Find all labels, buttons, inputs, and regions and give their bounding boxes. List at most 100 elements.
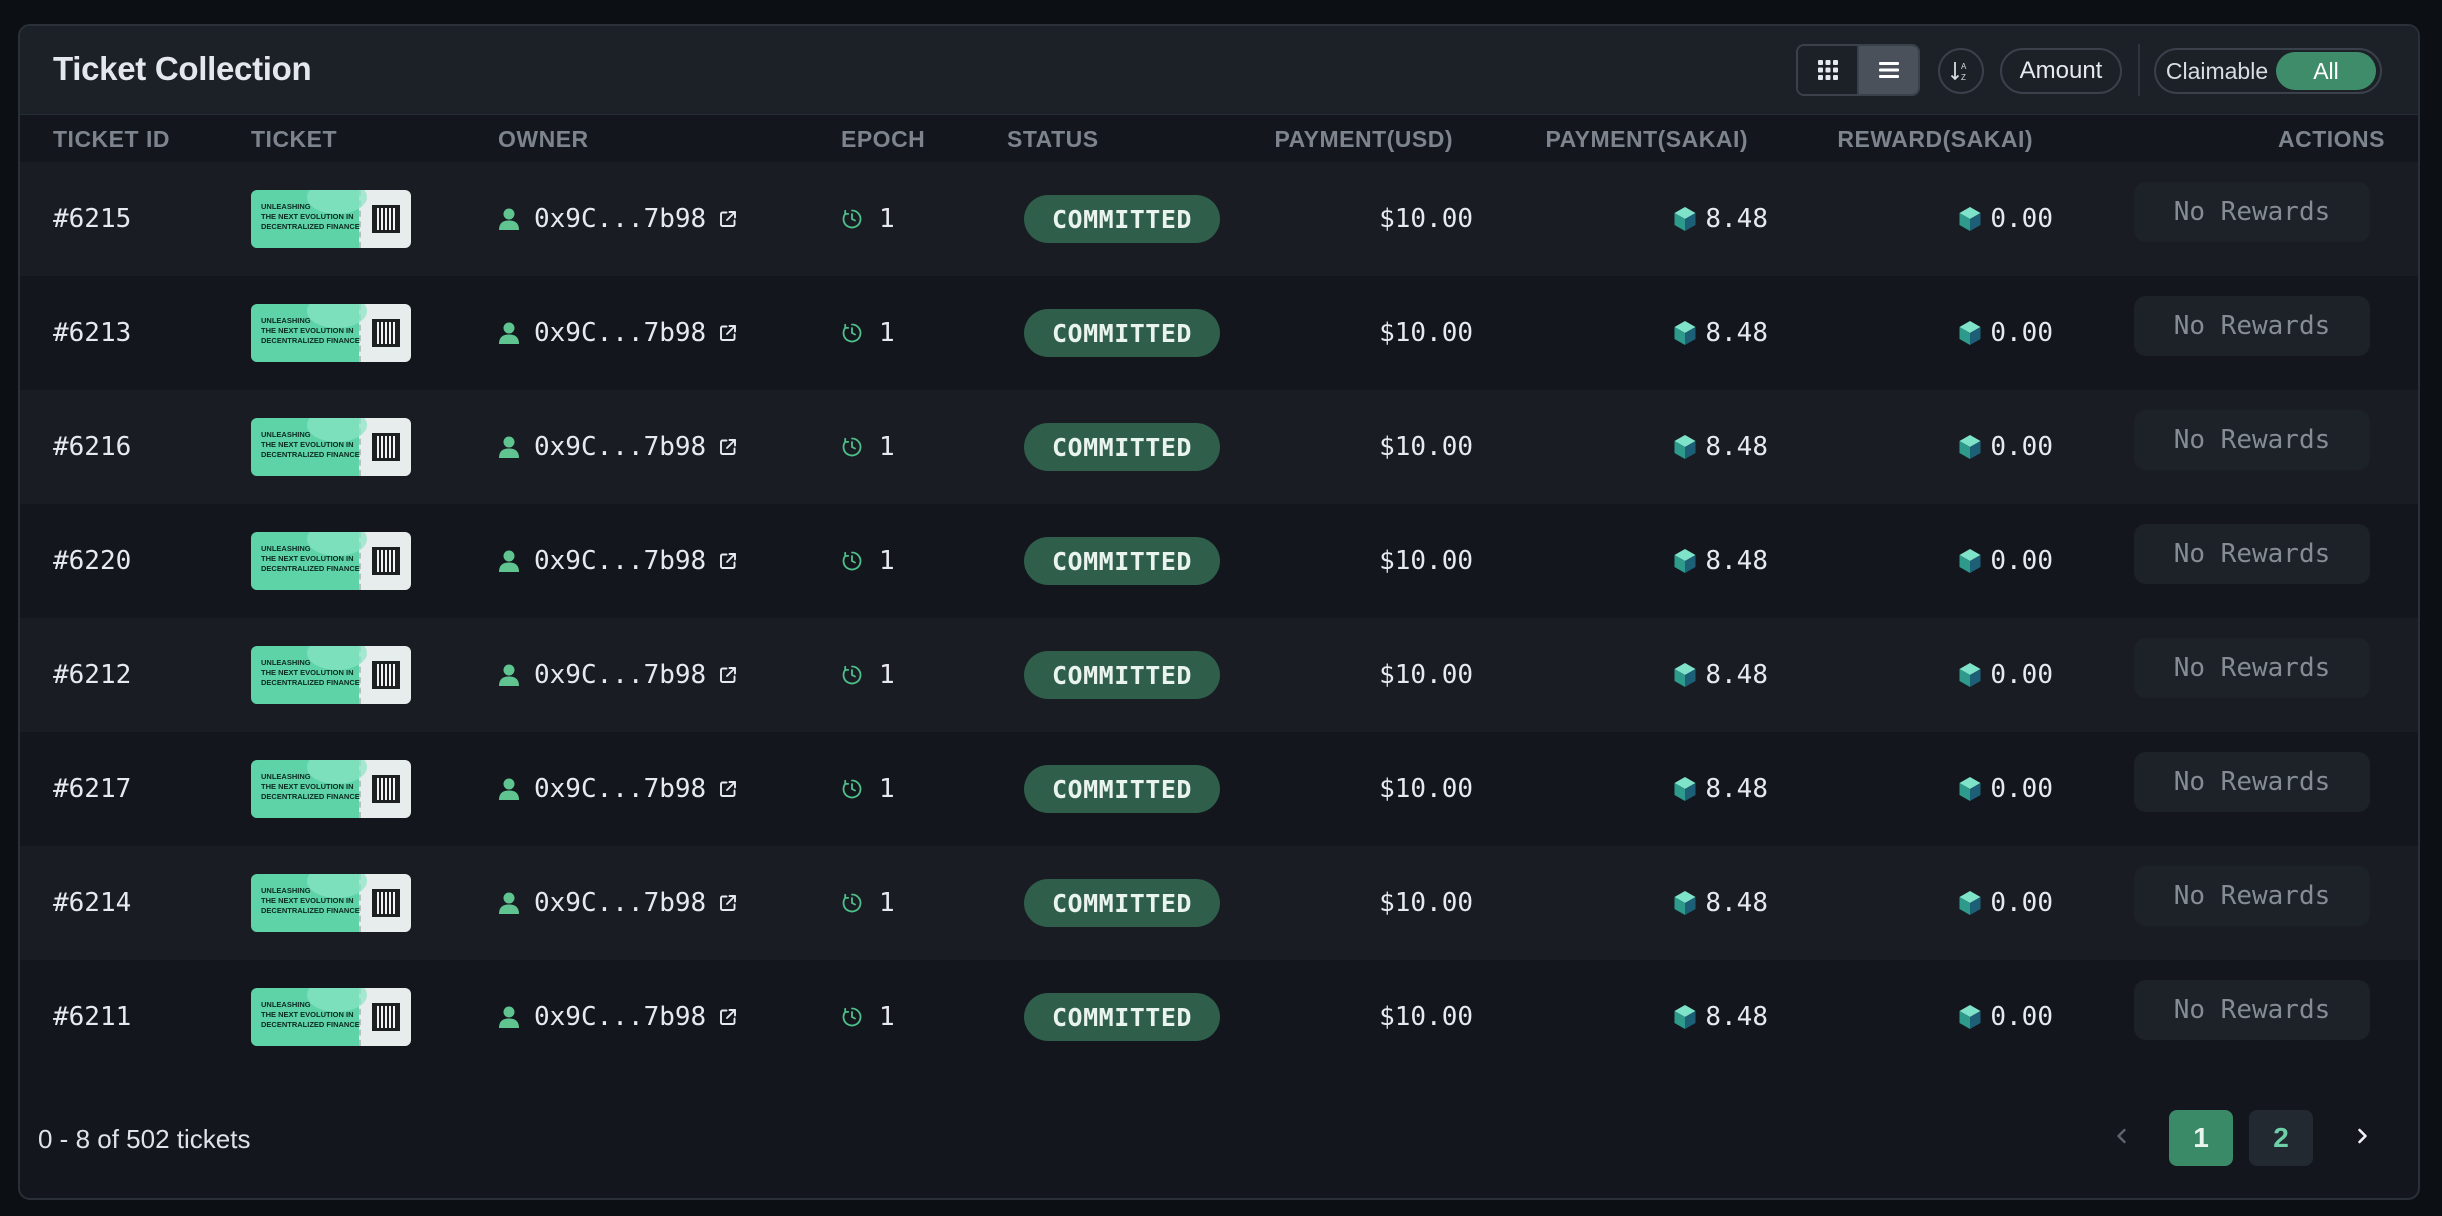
column-header-actions: ACTIONS [2278, 126, 2385, 152]
no-rewards-button[interactable]: No Rewards [2134, 410, 2370, 470]
table-row[interactable]: #6220 UNLEASHING THE NEXT EVOLUTION IN D… [20, 504, 2418, 618]
payment-sakai-cell: 8.48 [1673, 162, 1768, 276]
qr-code-icon [372, 775, 400, 803]
reward-sakai-value: 0.00 [1990, 1002, 2053, 1032]
ticket-art-line: UNLEASHING [261, 658, 311, 667]
owner-address: 0x9C...7b98 [534, 546, 707, 576]
list-view-button[interactable] [1857, 46, 1918, 94]
table-row[interactable]: #6215 UNLEASHING THE NEXT EVOLUTION IN D… [20, 162, 2418, 276]
reward-sakai-value: 0.00 [1990, 318, 2053, 348]
no-rewards-button[interactable]: No Rewards [2134, 296, 2370, 356]
sakai-token-icon [1673, 662, 1697, 688]
table-row[interactable]: #6216 UNLEASHING THE NEXT EVOLUTION IN D… [20, 390, 2418, 504]
ticket-thumbnail[interactable]: UNLEASHING THE NEXT EVOLUTION IN DECENTR… [251, 390, 411, 504]
epoch-value: 1 [879, 432, 895, 462]
owner-cell: 0x9C...7b98 [498, 504, 738, 618]
ticket-id: #6211 [53, 1002, 132, 1032]
status-cell: COMMITTED [1024, 162, 1220, 276]
ticket-thumbnail[interactable]: UNLEASHING THE NEXT EVOLUTION IN DECENTR… [251, 162, 411, 276]
payment-usd: $10.00 [1379, 318, 1473, 348]
table-row[interactable]: #6214 UNLEASHING THE NEXT EVOLUTION IN D… [20, 846, 2418, 960]
epoch-cell: 1 [841, 276, 895, 390]
reward-sakai-cell: 0.00 [1958, 960, 2053, 1074]
no-rewards-button[interactable]: No Rewards [2134, 866, 2370, 926]
grid-view-button[interactable] [1798, 46, 1857, 94]
ticket-thumbnail[interactable]: UNLEASHING THE NEXT EVOLUTION IN DECENTR… [251, 960, 411, 1074]
no-rewards-button[interactable]: No Rewards [2134, 638, 2370, 698]
ticket-stub [359, 646, 411, 704]
ticket-thumbnail[interactable]: UNLEASHING THE NEXT EVOLUTION IN DECENTR… [251, 846, 411, 960]
reward-sakai-cell: 0.00 [1958, 846, 2053, 960]
timer-icon [841, 664, 863, 686]
ticket-image: UNLEASHING THE NEXT EVOLUTION IN DECENTR… [251, 646, 411, 704]
no-rewards-button[interactable]: No Rewards [2134, 524, 2370, 584]
qr-code-icon [372, 205, 400, 233]
page-button-2[interactable]: 2 [2249, 1110, 2313, 1166]
payment-sakai-value: 8.48 [1705, 774, 1768, 804]
sort-field-button[interactable]: Amount [2000, 48, 2122, 94]
owner-address: 0x9C...7b98 [534, 432, 707, 462]
ticket-id: #6213 [53, 318, 132, 348]
previous-page-button[interactable] [2102, 1116, 2142, 1156]
ticket-thumbnail[interactable]: UNLEASHING THE NEXT EVOLUTION IN DECENTR… [251, 732, 411, 846]
epoch-value: 1 [879, 774, 895, 804]
page-button-1[interactable]: 1 [2169, 1110, 2233, 1166]
sort-direction-button[interactable]: A Z [1938, 48, 1984, 94]
user-icon [498, 777, 520, 801]
ticket-art: UNLEASHING THE NEXT EVOLUTION IN DECENTR… [251, 304, 367, 362]
column-header-payment-usd: PAYMENT(USD) [1274, 126, 1453, 152]
external-link-icon[interactable] [718, 209, 738, 229]
header-divider [2138, 44, 2140, 96]
epoch-value: 1 [879, 204, 895, 234]
epoch-value: 1 [879, 660, 895, 690]
reward-sakai-cell: 0.00 [1958, 732, 2053, 846]
status-badge: COMMITTED [1024, 423, 1220, 471]
table-row[interactable]: #6211 UNLEASHING THE NEXT EVOLUTION IN D… [20, 960, 2418, 1074]
user-icon [498, 663, 520, 687]
ticket-id: #6216 [53, 432, 132, 462]
filter-all[interactable]: All [2276, 52, 2376, 90]
reward-sakai-cell: 0.00 [1958, 390, 2053, 504]
qr-code-icon [372, 661, 400, 689]
no-rewards-button[interactable]: No Rewards [2134, 752, 2370, 812]
external-link-icon[interactable] [718, 551, 738, 571]
ticket-thumbnail[interactable]: UNLEASHING THE NEXT EVOLUTION IN DECENTR… [251, 276, 411, 390]
payment-usd: $10.00 [1379, 774, 1473, 804]
ticket-stub [359, 532, 411, 590]
no-rewards-button[interactable]: No Rewards [2134, 980, 2370, 1040]
owner-address: 0x9C...7b98 [534, 204, 707, 234]
table-row[interactable]: #6212 UNLEASHING THE NEXT EVOLUTION IN D… [20, 618, 2418, 732]
status-cell: COMMITTED [1024, 276, 1220, 390]
sakai-token-icon [1958, 662, 1982, 688]
next-page-button[interactable] [2342, 1116, 2382, 1156]
ticket-image: UNLEASHING THE NEXT EVOLUTION IN DECENTR… [251, 874, 411, 932]
ticket-stub [359, 760, 411, 818]
ticket-art-line: THE NEXT EVOLUTION IN [261, 668, 354, 677]
reward-sakai-value: 0.00 [1990, 774, 2053, 804]
ticket-art-line: UNLEASHING [261, 772, 311, 781]
status-badge: COMMITTED [1024, 993, 1220, 1041]
external-link-icon[interactable] [718, 437, 738, 457]
column-header-status: STATUS [1007, 126, 1099, 152]
owner-address: 0x9C...7b98 [534, 1002, 707, 1032]
column-header-ticket-id[interactable]: TICKET ID [53, 126, 170, 152]
external-link-icon[interactable] [718, 893, 738, 913]
ticket-art-line: DECENTRALIZED FINANCE [261, 564, 360, 573]
filter-claimable[interactable]: Claimable [2165, 57, 2269, 84]
table-row[interactable]: #6217 UNLEASHING THE NEXT EVOLUTION IN D… [20, 732, 2418, 846]
reward-sakai-cell: 0.00 [1958, 504, 2053, 618]
ticket-thumbnail[interactable]: UNLEASHING THE NEXT EVOLUTION IN DECENTR… [251, 504, 411, 618]
external-link-icon[interactable] [718, 665, 738, 685]
external-link-icon[interactable] [718, 1007, 738, 1027]
status-badge: COMMITTED [1024, 537, 1220, 585]
user-icon [498, 321, 520, 345]
ticket-thumbnail[interactable]: UNLEASHING THE NEXT EVOLUTION IN DECENTR… [251, 618, 411, 732]
reward-sakai-value: 0.00 [1990, 888, 2053, 918]
no-rewards-button[interactable]: No Rewards [2134, 182, 2370, 242]
sakai-token-icon [1673, 776, 1697, 802]
qr-code-icon [372, 319, 400, 347]
external-link-icon[interactable] [718, 323, 738, 343]
table-row[interactable]: #6213 UNLEASHING THE NEXT EVOLUTION IN D… [20, 276, 2418, 390]
external-link-icon[interactable] [718, 779, 738, 799]
ticket-art-line: DECENTRALIZED FINANCE [261, 222, 360, 231]
